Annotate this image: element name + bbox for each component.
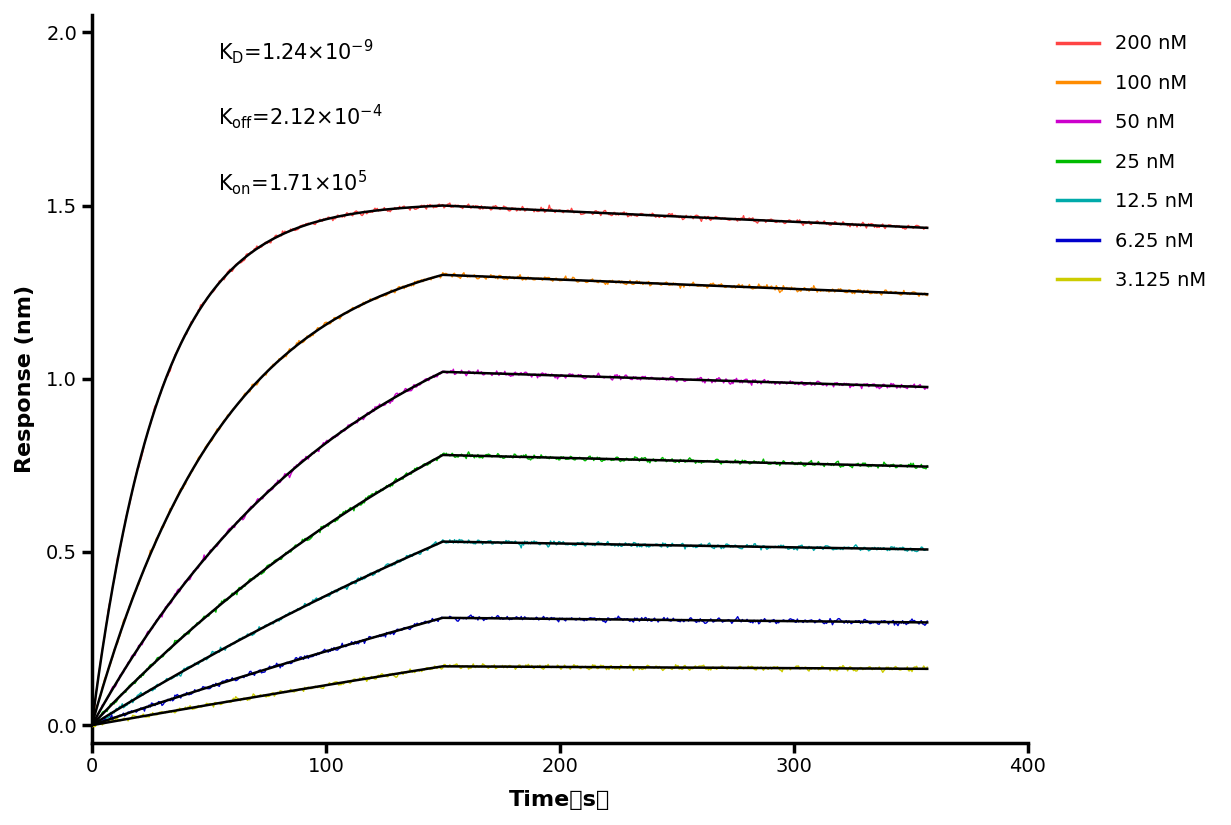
Text: K$_\mathregular{off}$=2.12×10$^{-4}$: K$_\mathregular{off}$=2.12×10$^{-4}$ [218, 102, 383, 131]
X-axis label: Time（s）: Time（s） [510, 790, 611, 810]
Text: K$_\mathregular{on}$=1.71×10$^{5}$: K$_\mathregular{on}$=1.71×10$^{5}$ [218, 167, 368, 196]
Y-axis label: Response (nm): Response (nm) [15, 285, 34, 473]
Legend: 200 nM, 100 nM, 50 nM, 25 nM, 12.5 nM, 6.25 nM, 3.125 nM: 200 nM, 100 nM, 50 nM, 25 nM, 12.5 nM, 6… [1046, 25, 1216, 299]
Text: K$_\mathregular{D}$=1.24×10$^{-9}$: K$_\mathregular{D}$=1.24×10$^{-9}$ [218, 37, 373, 66]
